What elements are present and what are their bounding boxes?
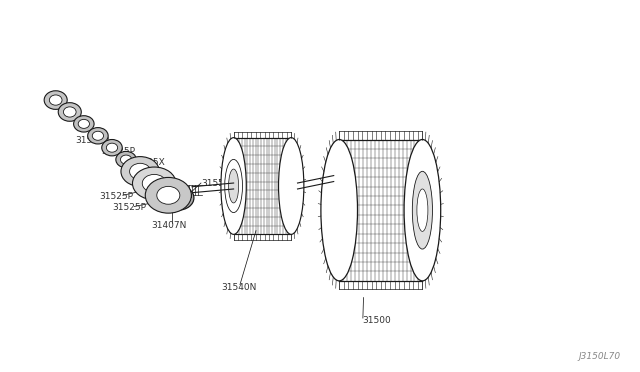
Text: 31407N: 31407N [152,221,187,230]
Ellipse shape [157,186,180,204]
Ellipse shape [92,131,104,140]
Ellipse shape [44,91,67,109]
Ellipse shape [225,159,243,213]
Text: J3150L70: J3150L70 [579,352,621,361]
Ellipse shape [404,140,441,281]
Text: 31525P: 31525P [101,147,135,156]
Text: 31525P: 31525P [99,192,133,201]
Text: 31525P: 31525P [76,136,109,145]
Ellipse shape [228,169,239,203]
Ellipse shape [162,186,194,210]
Ellipse shape [58,103,81,121]
Text: 31525P: 31525P [112,203,146,212]
Ellipse shape [321,140,358,281]
Ellipse shape [74,116,94,132]
Ellipse shape [278,138,304,234]
Text: 31555: 31555 [202,179,230,187]
Ellipse shape [116,151,136,168]
Ellipse shape [121,157,159,186]
Ellipse shape [49,95,62,105]
Ellipse shape [106,143,118,152]
Ellipse shape [102,140,122,156]
Ellipse shape [130,163,151,180]
Ellipse shape [78,119,90,128]
Ellipse shape [120,155,132,164]
Ellipse shape [145,177,191,213]
Ellipse shape [63,107,76,117]
Ellipse shape [417,189,428,231]
Ellipse shape [221,138,246,234]
Ellipse shape [142,174,166,192]
Ellipse shape [88,128,108,144]
Ellipse shape [132,167,176,200]
Text: 31500: 31500 [362,316,391,325]
Text: 31540N: 31540N [221,283,256,292]
Ellipse shape [169,191,187,205]
Text: 31435X: 31435X [130,158,164,167]
Ellipse shape [412,171,433,249]
